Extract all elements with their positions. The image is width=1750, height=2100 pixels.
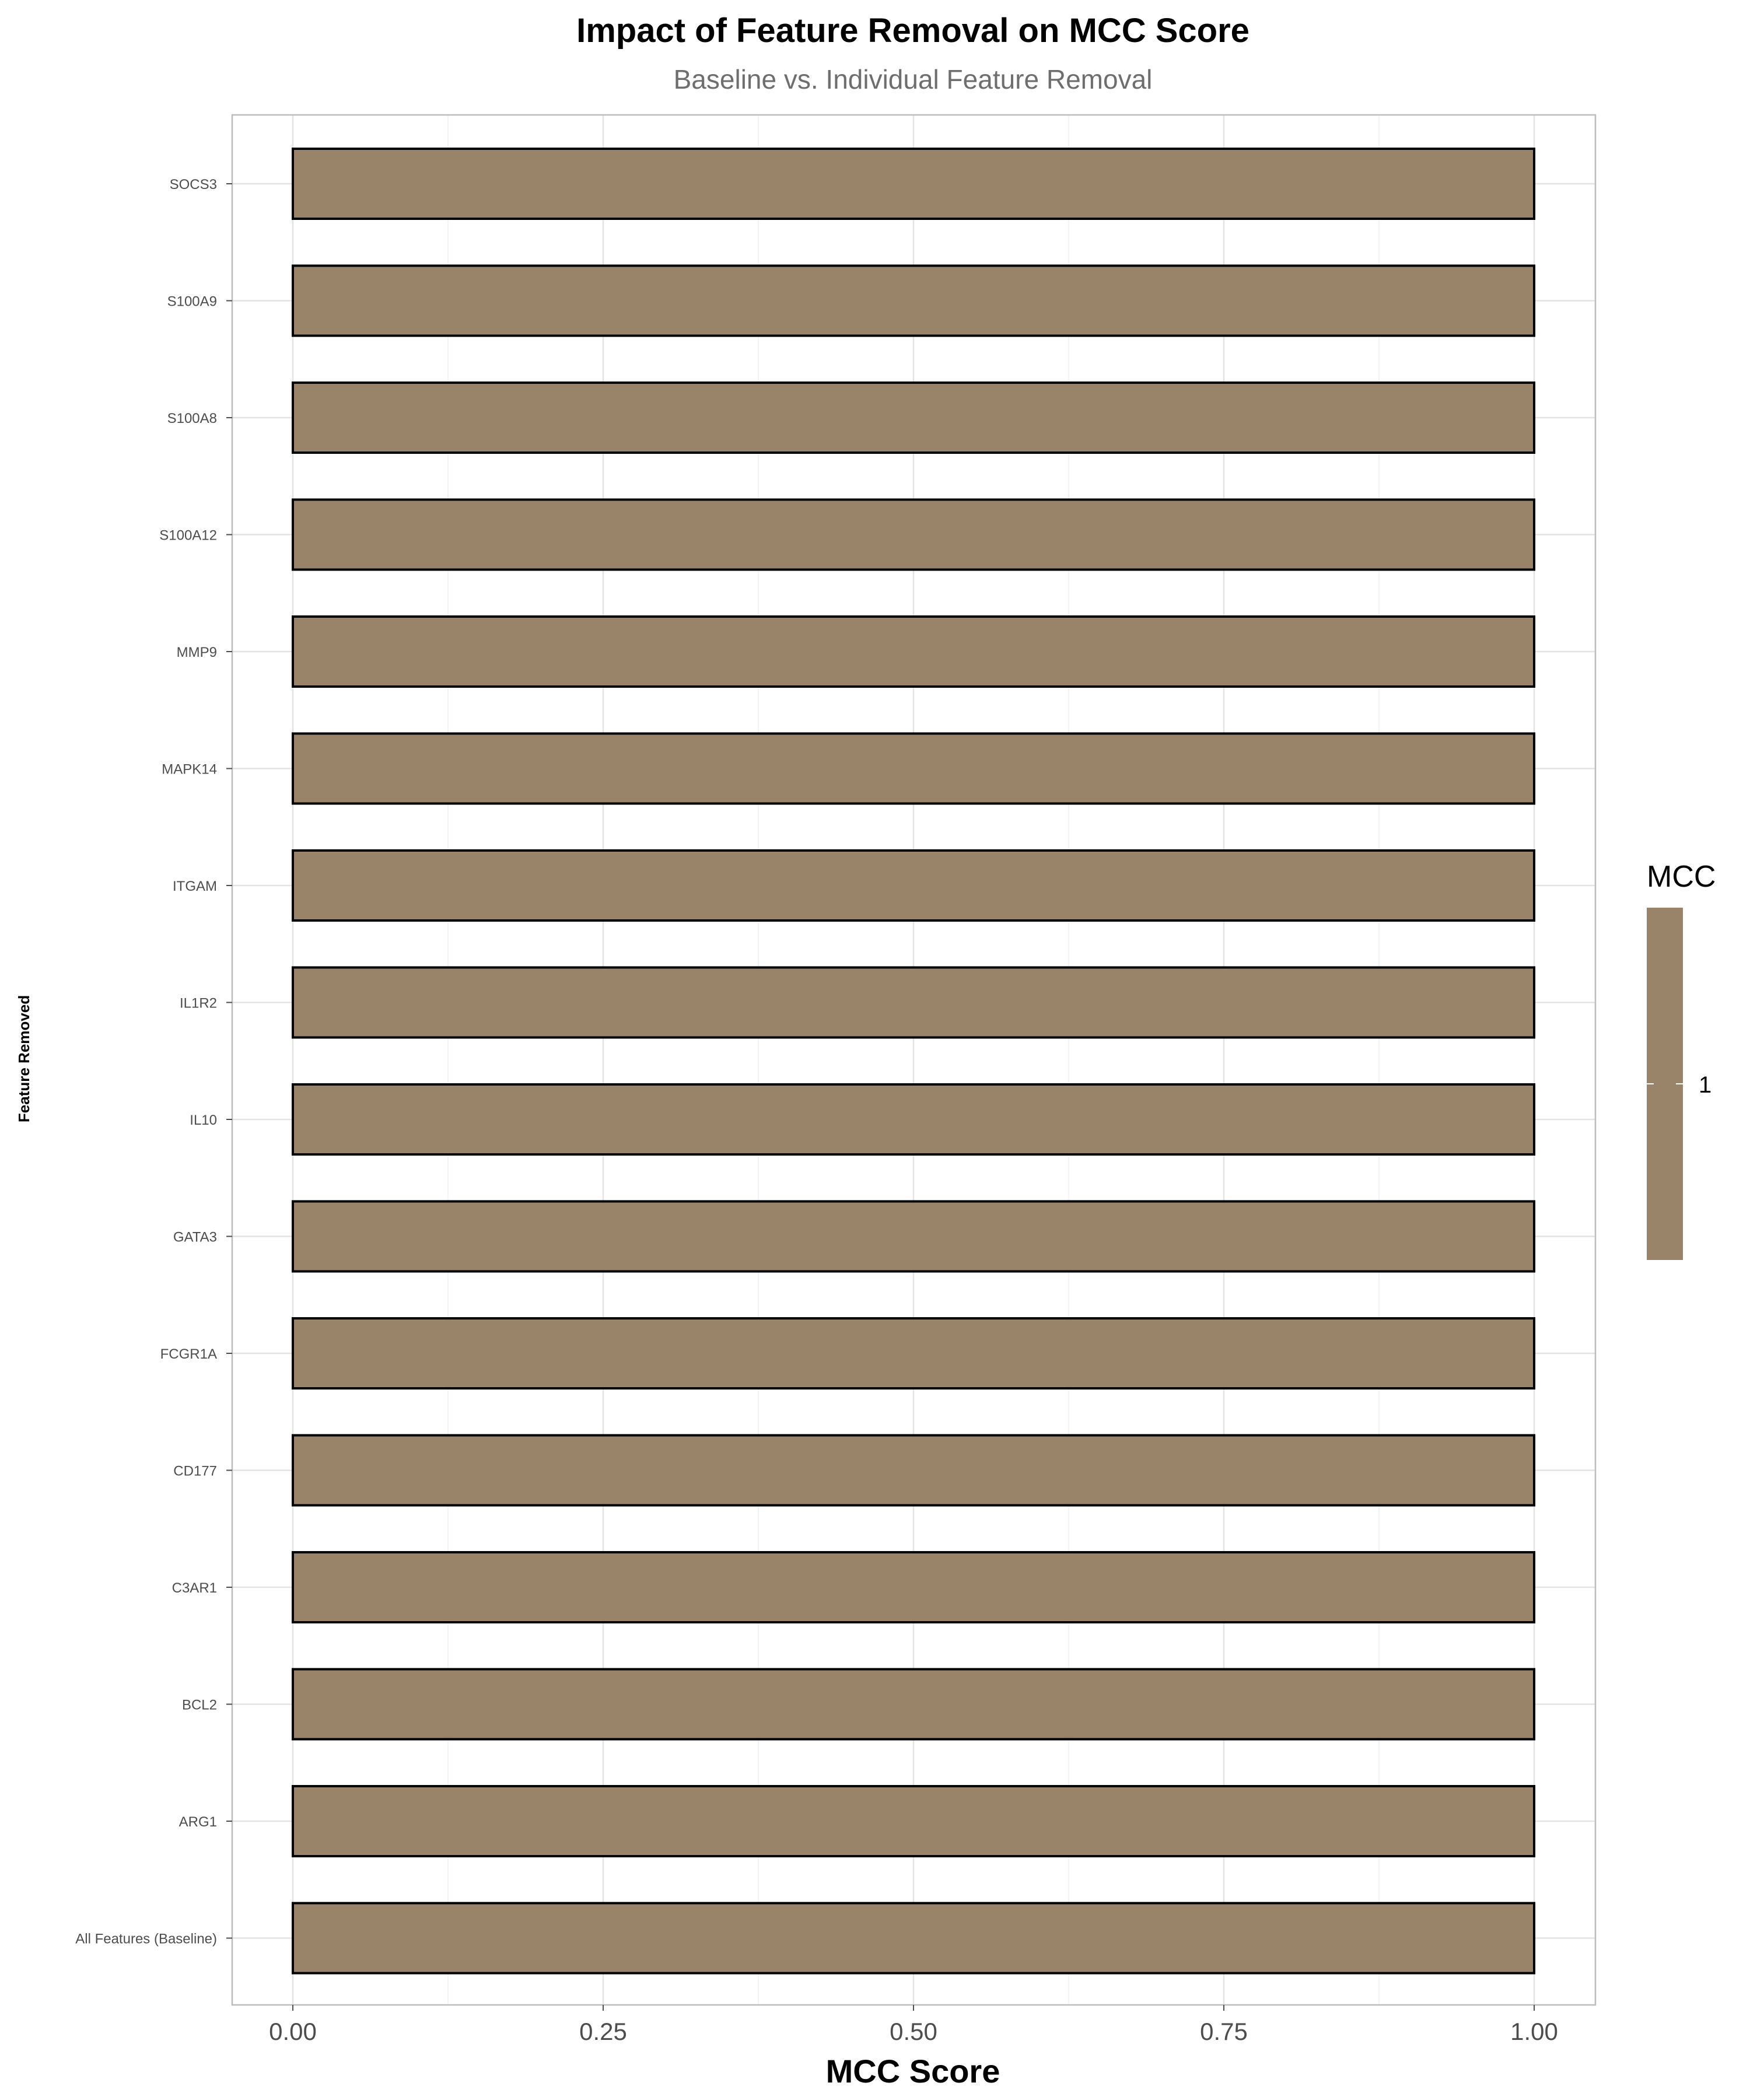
y-tick-label: IL10 — [190, 1112, 217, 1128]
legend-title: MCC — [1647, 860, 1716, 894]
y-axis-ticks: All Features (Baseline) ARG1 BCL2 C3AR1 CD17… — [75, 177, 232, 1947]
bar — [292, 732, 1535, 805]
y-tick-label: FCGR1A — [160, 1346, 217, 1362]
y-tick-label: S100A12 — [159, 528, 217, 544]
chart-title: Impact of Feature Removal on MCC Score — [576, 12, 1250, 50]
bar — [292, 849, 1535, 922]
legend: MCC 1 — [1647, 860, 1716, 1260]
bar — [292, 1785, 1535, 1857]
x-tick-label: 0.25 — [579, 2018, 627, 2045]
y-tick-label: All Features (Baseline) — [75, 1931, 217, 1947]
x-axis-ticks: 0.00 0.25 0.50 0.75 1.00 — [269, 2005, 1558, 2045]
bars-group — [292, 148, 1535, 1975]
bar — [292, 1317, 1535, 1390]
bar — [292, 148, 1535, 220]
bar — [292, 1551, 1535, 1623]
y-tick-label: S100A9 — [167, 294, 217, 310]
y-axis-label: Feature Removed — [15, 995, 33, 1122]
x-tick-label: 0.00 — [269, 2018, 317, 2045]
y-tick-label: C3AR1 — [172, 1580, 217, 1596]
bar — [292, 498, 1535, 571]
bar — [292, 382, 1535, 454]
y-tick-label: MMP9 — [177, 645, 217, 660]
bar — [292, 1902, 1535, 1975]
bar — [292, 1668, 1535, 1741]
bar — [292, 966, 1535, 1039]
y-tick-label: GATA3 — [173, 1230, 217, 1245]
y-tick-label: ARG1 — [179, 1814, 217, 1830]
x-tick-label: 0.75 — [1200, 2018, 1248, 2045]
x-tick-label: 0.50 — [890, 2018, 937, 2045]
bar — [292, 615, 1535, 688]
y-tick-label: BCL2 — [182, 1698, 217, 1713]
bar — [292, 1200, 1535, 1273]
legend-label: 1 — [1699, 1072, 1712, 1098]
bar — [292, 264, 1535, 337]
x-tick-label: 1.00 — [1510, 2018, 1558, 2045]
chart-subtitle: Baseline vs. Individual Feature Removal — [674, 64, 1153, 94]
bar — [292, 1083, 1535, 1156]
y-tick-label: IL1R2 — [180, 996, 217, 1012]
y-tick-label: SOCS3 — [170, 177, 217, 192]
y-tick-label: MAPK14 — [162, 762, 217, 778]
y-tick-label: CD177 — [173, 1464, 217, 1479]
x-axis-label: MCC Score — [826, 2053, 1000, 2090]
y-tick-label: S100A8 — [167, 411, 217, 426]
y-tick-label: ITGAM — [173, 878, 217, 894]
bar — [292, 1434, 1535, 1507]
